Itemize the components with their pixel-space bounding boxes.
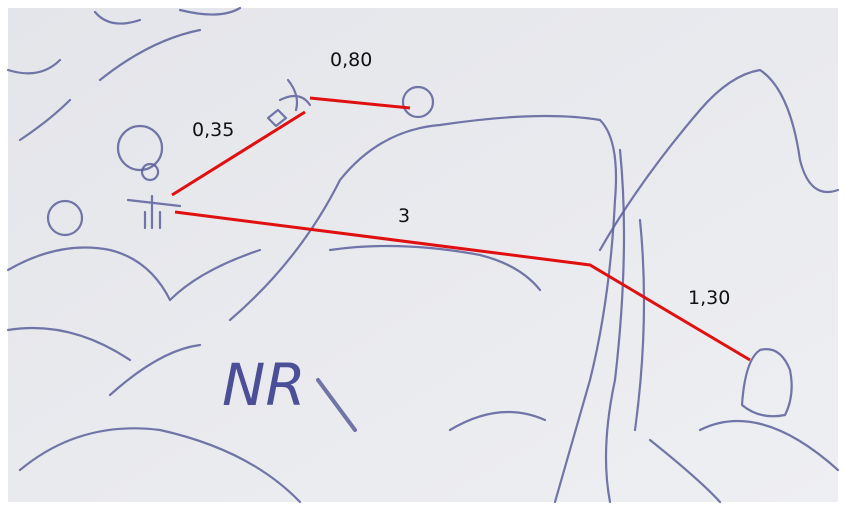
sketch-photo: 0,80 0,35 3 1,30 NR [0,0,846,510]
measure-label: 3 [398,205,410,227]
measure-label: 1,30 [688,287,730,309]
measure-label: 0,35 [192,119,234,141]
measure-label: 0,80 [330,49,372,71]
page: 0,80 0,35 3 1,30 NR (() => { const data … [0,0,846,510]
sketch-text: NR [222,351,306,419]
